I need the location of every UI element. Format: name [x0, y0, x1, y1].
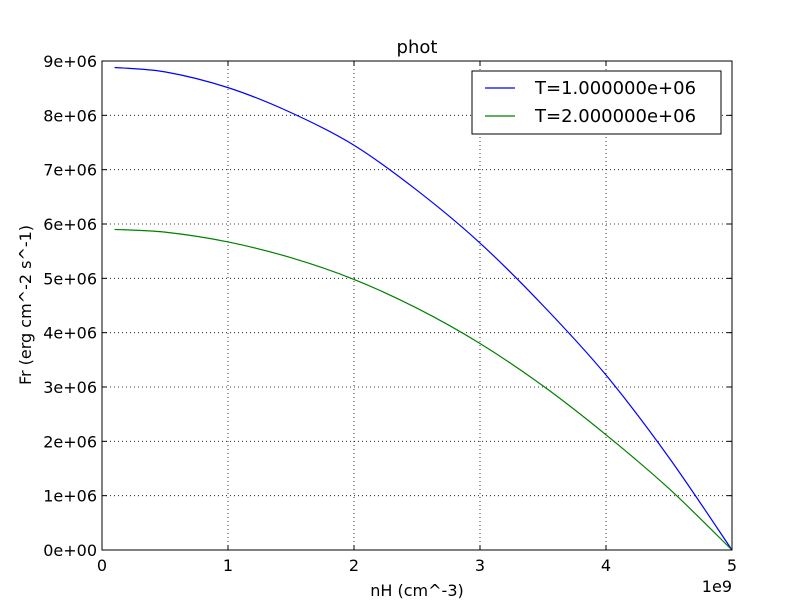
series-line-1: [114, 228, 733, 551]
series-line-0: [114, 66, 733, 551]
y-tick-label: 0e+00: [43, 541, 97, 560]
y-tick-label: 3e+06: [43, 378, 97, 397]
y-tick-label: 4e+06: [43, 324, 97, 343]
plot-area: [102, 61, 732, 550]
y-tick-label: 5e+06: [43, 269, 97, 288]
x-tick-label: 1: [223, 556, 233, 575]
legend: T=1.000000e+06 T=2.000000e+06: [471, 70, 722, 135]
x-axis-label: nH (cm^-3): [370, 581, 463, 600]
x-tick-label: 5: [727, 556, 737, 575]
y-tick-label: 6e+06: [43, 215, 97, 234]
y-axis-label: Fr (erg cm^-2 s^-1): [16, 225, 35, 385]
x-tick-label: 4: [601, 556, 611, 575]
y-tick-label: 1e+06: [43, 487, 97, 506]
chart-title: phot: [397, 37, 438, 58]
y-tick-label: 2e+06: [43, 432, 97, 451]
legend-label-1: T=2.000000e+06: [534, 106, 696, 127]
plot-frame: [101, 60, 733, 551]
x-tick-label: 3: [475, 556, 485, 575]
x-tick-label: 0: [97, 556, 107, 575]
x-tick-label: 2: [349, 556, 359, 575]
legend-box: [471, 70, 722, 135]
series-layer: [114, 66, 733, 551]
y-tick-label: 7e+06: [43, 161, 97, 180]
legend-label-0: T=1.000000e+06: [534, 78, 696, 99]
y-tick-label: 9e+06: [43, 52, 97, 71]
y-tick-label: 8e+06: [43, 106, 97, 125]
ticks: 0 1 2 3 4 5 0e+00 1e+06 2e+06 3e+06 4e+06 5e+06 6e+0…: [43, 52, 737, 575]
x-offset-label: 1e9: [702, 577, 732, 596]
